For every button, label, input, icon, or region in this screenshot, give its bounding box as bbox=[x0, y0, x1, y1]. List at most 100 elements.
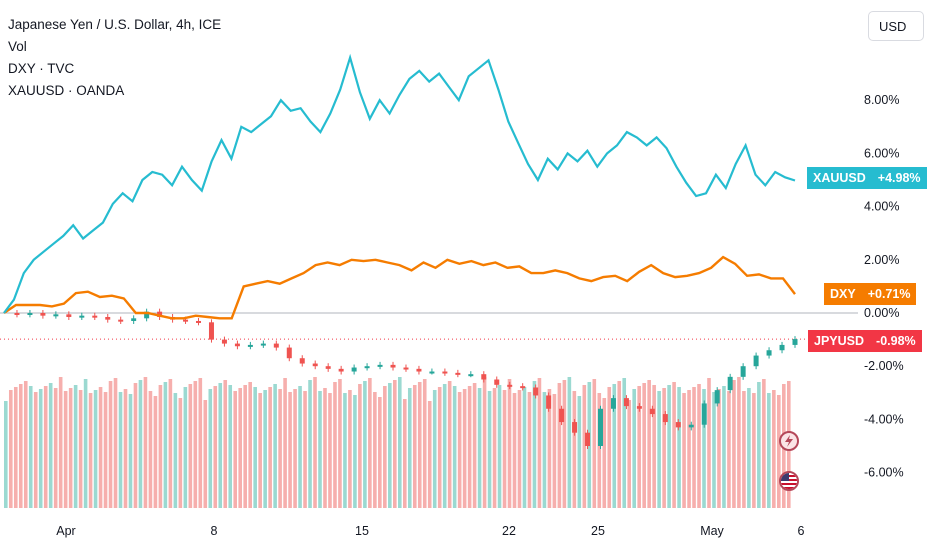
volume-bar bbox=[158, 385, 163, 508]
chart-legend: Japanese Yen / U.S. Dollar, 4h, ICE Vol … bbox=[8, 14, 221, 102]
volume-bar bbox=[258, 393, 262, 508]
candle-body bbox=[740, 366, 746, 377]
candle-body bbox=[468, 374, 474, 377]
volume-bar bbox=[652, 385, 656, 508]
volume-bar bbox=[73, 385, 78, 508]
volume-bar bbox=[13, 387, 18, 508]
candle-body bbox=[247, 344, 253, 347]
volume-bar bbox=[208, 389, 213, 508]
volume-bar bbox=[607, 387, 612, 508]
volume-bar bbox=[427, 401, 432, 508]
volume-bar bbox=[397, 377, 402, 508]
volume-bar bbox=[278, 389, 282, 508]
volume-bar bbox=[288, 392, 292, 508]
candle-body bbox=[390, 364, 396, 368]
volume-bar bbox=[173, 393, 178, 508]
legend-vol[interactable]: Vol bbox=[8, 39, 27, 54]
volume-bar bbox=[582, 385, 587, 508]
lightning-icon[interactable] bbox=[779, 431, 799, 451]
candle-body bbox=[623, 398, 629, 407]
main-symbol-title[interactable]: Japanese Yen / U.S. Dollar, 4h, ICE bbox=[8, 17, 222, 32]
volume-bar bbox=[143, 377, 148, 508]
volume-bar bbox=[313, 377, 317, 508]
candle-body bbox=[403, 367, 409, 370]
volume-bar bbox=[487, 391, 492, 508]
volume-bar bbox=[223, 380, 228, 508]
volume-bar bbox=[692, 387, 696, 508]
volume-bar bbox=[712, 392, 716, 508]
currency-label: USD bbox=[879, 18, 907, 34]
candle-body bbox=[610, 398, 616, 409]
candle-body bbox=[273, 343, 279, 348]
volume-bar bbox=[417, 382, 422, 508]
candle-body bbox=[118, 319, 124, 322]
volume-bar bbox=[592, 379, 597, 508]
volume-bar bbox=[717, 389, 721, 508]
candle-body bbox=[27, 313, 33, 315]
candle-body bbox=[208, 322, 214, 340]
volume-bar bbox=[657, 391, 661, 508]
candle-body bbox=[688, 424, 694, 428]
volume-bar bbox=[363, 381, 367, 508]
volume-bar bbox=[38, 389, 43, 508]
volume-bar bbox=[547, 389, 552, 508]
volume-bar bbox=[512, 393, 517, 508]
volume-bar bbox=[722, 386, 726, 508]
volume-bar bbox=[83, 379, 88, 508]
y-tick-label: 4.00% bbox=[864, 200, 899, 214]
volume-bar bbox=[577, 396, 582, 508]
jpyusd-price-tag: JPYUSD -0.98% bbox=[808, 330, 922, 352]
us-flag-icon[interactable] bbox=[779, 471, 799, 491]
y-tick-label: -6.00% bbox=[864, 466, 904, 480]
volume-bar bbox=[188, 384, 193, 508]
volume-bar bbox=[103, 392, 108, 508]
candle-body bbox=[105, 316, 111, 320]
volume-bar bbox=[442, 384, 447, 508]
volume-bar bbox=[48, 383, 53, 508]
volume-bar bbox=[617, 381, 622, 508]
volume-bar bbox=[412, 385, 417, 508]
xauusd-tag-name: XAUUSD bbox=[807, 167, 872, 189]
volume-bar bbox=[752, 393, 756, 508]
volume-bar bbox=[388, 383, 392, 508]
candle-body bbox=[131, 318, 137, 321]
volume-bar bbox=[88, 393, 93, 508]
volume-bar bbox=[28, 386, 33, 508]
volume-bar bbox=[702, 389, 706, 508]
volume-bar bbox=[462, 389, 467, 508]
currency-button[interactable]: USD bbox=[868, 11, 924, 41]
y-tick-label: 8.00% bbox=[864, 93, 899, 107]
volume-bar bbox=[298, 386, 302, 508]
volume-bar bbox=[727, 391, 731, 508]
candle-body bbox=[455, 372, 461, 375]
volume-bar bbox=[642, 383, 646, 508]
volume-bar bbox=[138, 380, 143, 508]
y-tick-label: -4.00% bbox=[864, 412, 904, 426]
volume-bar bbox=[567, 377, 572, 508]
y-tick-label: 6.00% bbox=[864, 146, 899, 160]
candle-body bbox=[40, 313, 46, 316]
legend-dxy[interactable]: DXY · TVC bbox=[8, 61, 75, 76]
legend-xauusd[interactable]: XAUUSD · OANDA bbox=[8, 83, 125, 98]
volume-bar bbox=[358, 384, 362, 508]
volume-bar bbox=[378, 397, 382, 508]
volume-bar bbox=[123, 389, 128, 508]
volume-bar bbox=[747, 388, 751, 508]
volume-bar bbox=[557, 383, 562, 508]
volume-bar bbox=[248, 382, 252, 508]
volume-bar bbox=[203, 400, 208, 508]
volume-bar bbox=[148, 391, 153, 508]
volume-bar bbox=[637, 386, 641, 508]
volume-bar bbox=[218, 383, 223, 508]
volume-bar bbox=[452, 386, 457, 508]
dxy-tag-name: DXY bbox=[824, 283, 862, 305]
volume-bar bbox=[4, 401, 8, 508]
candle-body bbox=[520, 386, 526, 389]
candle-body bbox=[144, 311, 150, 319]
candle-body bbox=[183, 319, 189, 322]
candle-body bbox=[157, 311, 163, 317]
volume-bar bbox=[562, 380, 567, 508]
volume-bar bbox=[457, 392, 462, 508]
y-tick-label: -2.00% bbox=[864, 359, 904, 373]
